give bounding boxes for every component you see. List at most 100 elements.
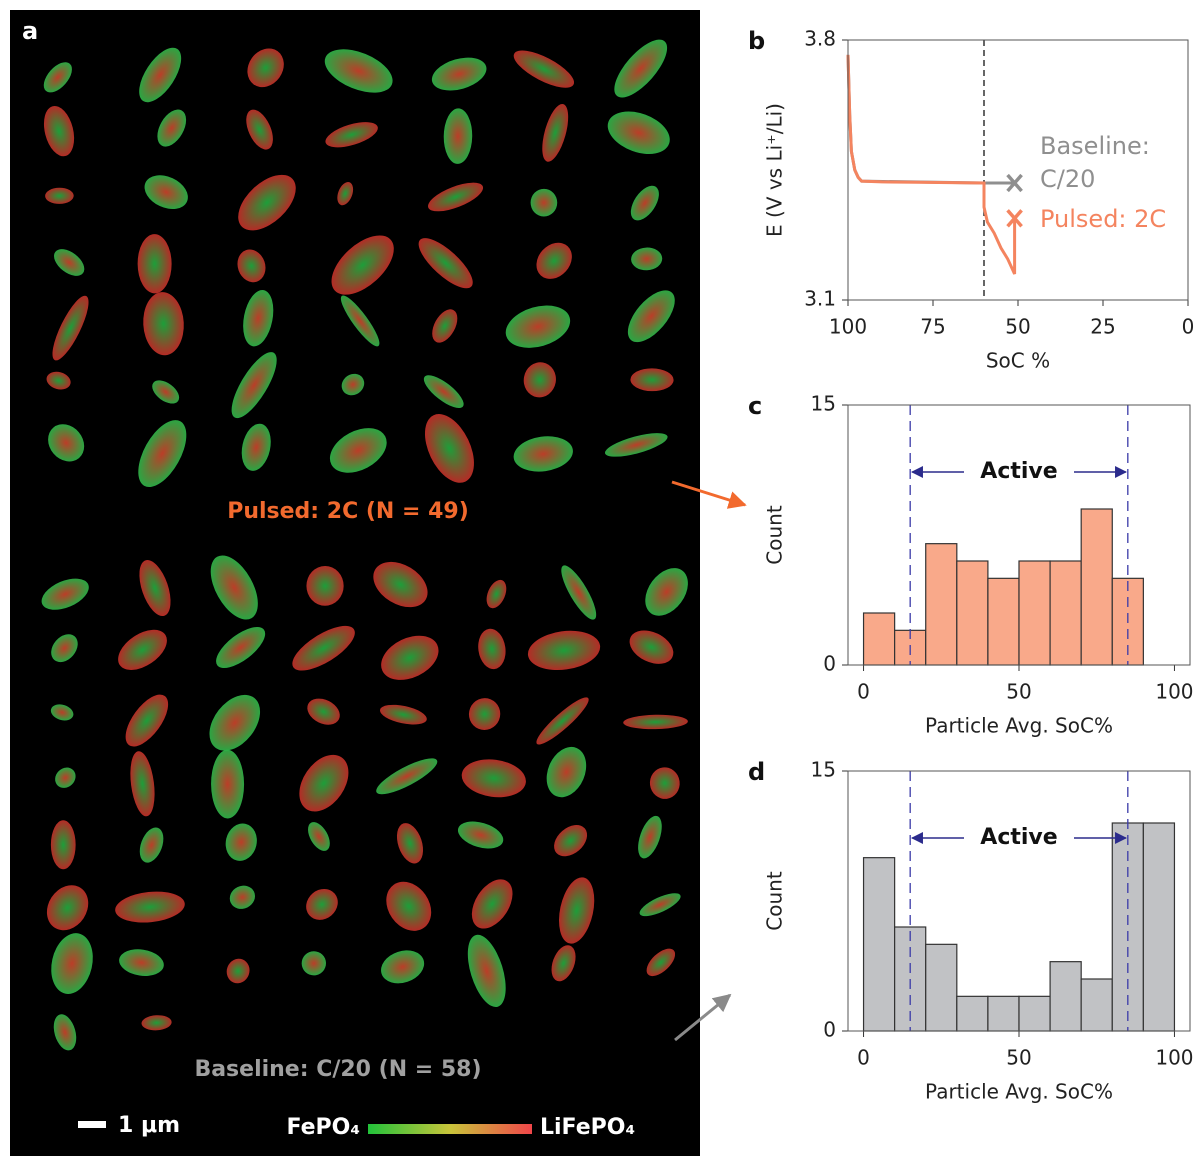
particle bbox=[623, 714, 688, 730]
particle bbox=[308, 822, 330, 851]
particle bbox=[513, 50, 575, 88]
y-tick-label: 0 bbox=[823, 1018, 836, 1042]
x-tick-label: 50 bbox=[1006, 1046, 1031, 1070]
bar bbox=[925, 943, 958, 1032]
particle bbox=[225, 823, 257, 861]
particle bbox=[137, 234, 172, 294]
panel-label: a bbox=[22, 17, 38, 45]
particle bbox=[231, 352, 277, 419]
particle bbox=[246, 109, 273, 150]
x-tick-label: 50 bbox=[1005, 315, 1030, 339]
particle bbox=[396, 823, 424, 864]
line-series bbox=[846, 54, 1015, 185]
annotation: Active bbox=[980, 459, 1057, 484]
x-tick-label: 75 bbox=[920, 315, 945, 339]
particle bbox=[630, 368, 674, 392]
panel-label: b bbox=[748, 27, 765, 55]
plot-frame bbox=[847, 39, 1189, 301]
particle bbox=[546, 746, 587, 798]
particle bbox=[139, 47, 182, 103]
particle bbox=[627, 290, 675, 343]
particle bbox=[53, 1014, 77, 1051]
x-tick-label: 100 bbox=[1155, 1046, 1193, 1070]
particle bbox=[324, 49, 393, 93]
colorbar-right: LiFePO₄ bbox=[540, 1115, 635, 1140]
particle bbox=[157, 109, 187, 147]
particle bbox=[554, 825, 588, 857]
particle bbox=[152, 380, 180, 404]
y-tick-label: 15 bbox=[811, 392, 836, 416]
y-tick-label: 3.8 bbox=[804, 27, 836, 51]
particle bbox=[381, 950, 425, 984]
particle bbox=[432, 309, 458, 343]
y-axis-label: E (V vs Li⁺/Li) bbox=[763, 103, 787, 237]
particle bbox=[505, 305, 571, 348]
panel-label: c bbox=[748, 392, 762, 420]
particle bbox=[48, 424, 85, 462]
particle bbox=[50, 704, 74, 721]
particle bbox=[428, 182, 484, 212]
particle bbox=[431, 57, 487, 91]
x-tick-label: 0 bbox=[857, 1046, 870, 1070]
particle bbox=[238, 174, 296, 231]
particle bbox=[41, 578, 89, 610]
x-tick-label: 100 bbox=[1155, 680, 1193, 704]
bar bbox=[1049, 560, 1082, 666]
y-tick-label: 0 bbox=[823, 652, 836, 676]
particle bbox=[536, 697, 589, 745]
x-axis-label: SoC % bbox=[986, 349, 1050, 373]
particle bbox=[423, 375, 464, 409]
y-axis-label: Count bbox=[763, 871, 787, 931]
particle bbox=[530, 188, 558, 217]
line-series bbox=[846, 54, 1017, 275]
particle bbox=[631, 247, 663, 271]
x-axis-label: Particle Avg. SoC% bbox=[925, 714, 1113, 738]
particle bbox=[43, 62, 72, 93]
particle bbox=[130, 751, 155, 817]
particle bbox=[55, 767, 76, 788]
x-tick-label: 0 bbox=[857, 680, 870, 704]
plot-frame bbox=[847, 404, 1191, 666]
particle bbox=[649, 767, 680, 799]
particle bbox=[373, 561, 428, 608]
particles bbox=[41, 39, 688, 1051]
particle bbox=[329, 428, 387, 473]
particle bbox=[139, 560, 171, 617]
colorbar bbox=[368, 1124, 532, 1134]
particle bbox=[138, 420, 187, 488]
bar bbox=[987, 577, 1020, 666]
particle bbox=[536, 242, 572, 279]
particle bbox=[243, 290, 274, 347]
particle bbox=[119, 949, 164, 976]
particle bbox=[471, 879, 513, 929]
particle bbox=[43, 105, 75, 157]
particle bbox=[306, 565, 344, 606]
particle bbox=[645, 568, 688, 616]
particle bbox=[443, 108, 473, 164]
end-marker bbox=[1006, 209, 1023, 228]
x-tick-label: 100 bbox=[829, 315, 867, 339]
annotation: Pulsed: 2C bbox=[1040, 205, 1166, 233]
particle bbox=[639, 893, 681, 917]
particle bbox=[125, 694, 169, 747]
bar bbox=[925, 543, 958, 666]
particle bbox=[542, 103, 569, 162]
particle bbox=[50, 820, 76, 870]
particle bbox=[478, 628, 506, 670]
particle bbox=[604, 433, 668, 457]
particle bbox=[229, 885, 255, 909]
particle bbox=[630, 185, 659, 221]
particle bbox=[457, 821, 504, 849]
particle bbox=[143, 292, 184, 356]
micrograph-panel bbox=[10, 10, 700, 1156]
arrow bbox=[671, 480, 747, 509]
particle bbox=[141, 1015, 172, 1031]
particle bbox=[46, 885, 89, 931]
end-marker bbox=[1006, 173, 1023, 193]
annotation: Active bbox=[980, 825, 1057, 850]
particle bbox=[115, 891, 185, 923]
particle bbox=[424, 414, 474, 483]
particle bbox=[144, 175, 188, 210]
pulsed-caption: Pulsed: 2C (N = 49) bbox=[227, 499, 469, 524]
